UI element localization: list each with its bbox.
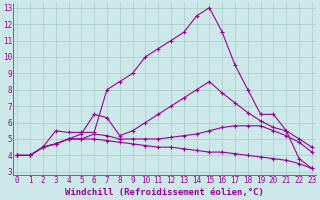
X-axis label: Windchill (Refroidissement éolien,°C): Windchill (Refroidissement éolien,°C) <box>65 188 264 197</box>
